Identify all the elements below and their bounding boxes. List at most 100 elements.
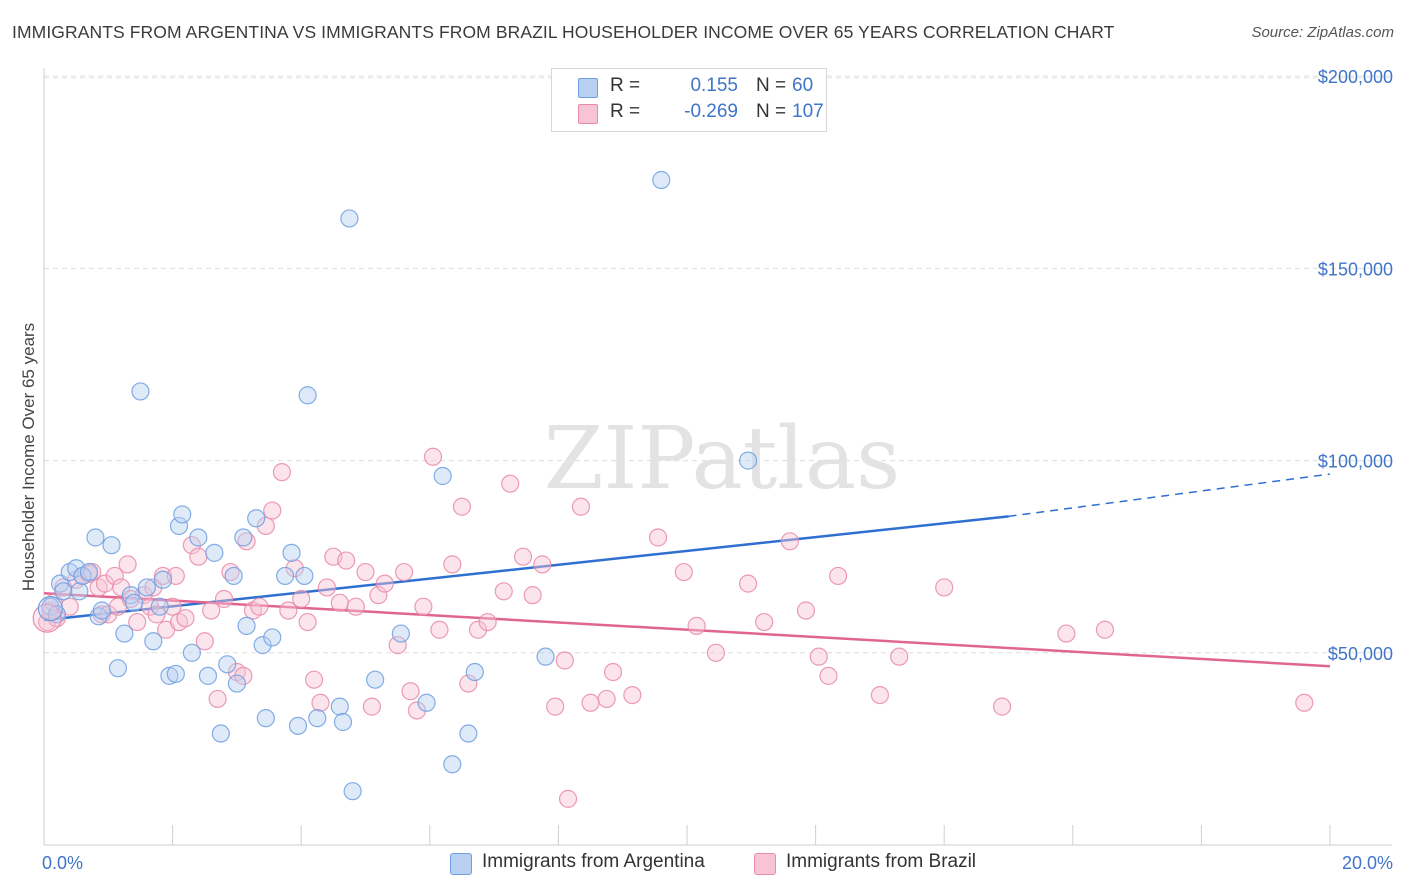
brazil-point	[163, 597, 182, 616]
brazil-point	[829, 566, 848, 586]
chart-title: IMMIGRANTS FROM ARGENTINA VS IMMIGRANTS …	[12, 22, 1115, 42]
trend-lines	[43, 473, 1331, 668]
source-credit: Source: ZipAtlas.com	[1251, 24, 1394, 41]
argentina-point	[340, 209, 359, 228]
brazil-point	[468, 620, 488, 639]
brazil-point	[581, 693, 600, 712]
argentina-point	[247, 509, 266, 528]
watermark: ZIPatlas	[544, 409, 900, 509]
argentina-point	[391, 624, 410, 643]
brazil-point	[292, 589, 311, 609]
brazil-point	[285, 559, 304, 578]
argentina-point	[417, 693, 436, 712]
x-tick-label-min: 0.0%	[42, 853, 83, 873]
brazil-point	[533, 555, 552, 574]
argentina-point	[89, 607, 108, 626]
brazil-point	[279, 601, 298, 620]
argentina-point	[115, 624, 134, 643]
y-axis-label: Householder Income Over 65 years	[19, 323, 38, 591]
brazil-point	[369, 586, 388, 605]
series-swatch-argentina	[450, 853, 472, 875]
argentina-point	[182, 643, 201, 662]
brazil-point	[92, 605, 111, 624]
brazil-point	[571, 497, 591, 516]
brazil-point	[423, 447, 443, 466]
n-label: N =	[756, 101, 787, 122]
brazil-point	[780, 532, 799, 551]
brazil-point	[501, 474, 520, 493]
brazil-point	[687, 616, 706, 635]
argentina-point	[459, 724, 478, 743]
argentina-point	[124, 593, 144, 612]
n-value: 60	[792, 75, 814, 96]
argentina-point	[189, 528, 208, 547]
argentina-trend-extension	[1008, 473, 1331, 518]
argentina-point-cluster	[37, 595, 64, 622]
brazil-point	[819, 666, 838, 685]
brazil-point	[478, 612, 497, 632]
argentina-point	[144, 632, 163, 651]
brazil-point	[153, 566, 173, 586]
argentina-point	[131, 382, 150, 401]
argentina-point	[443, 755, 462, 774]
argentina-point	[276, 566, 295, 586]
argentina-point	[92, 601, 111, 620]
brazil-point	[189, 547, 208, 566]
argentina-point	[738, 451, 758, 470]
argentina-point	[256, 709, 275, 728]
argentina-point	[343, 782, 362, 801]
brazil-point	[513, 547, 533, 566]
brazil-point	[523, 586, 542, 605]
r-value: -0.269	[684, 101, 738, 122]
r-label: R =	[610, 101, 641, 122]
correlation-legend: R = 0.155 N = 60 R = -0.269 N = 107	[551, 68, 827, 132]
brazil-point	[414, 597, 433, 616]
y-tick-label: $100,000	[1318, 452, 1393, 472]
brazil-point	[202, 601, 221, 620]
brazil-point	[890, 647, 909, 666]
argentina-point	[263, 628, 282, 647]
series-label-argentina: Immigrants from Argentina	[482, 851, 705, 872]
n-value: 107	[792, 101, 824, 122]
brazil-point	[935, 578, 954, 597]
brazil-point	[430, 620, 449, 639]
data-points	[32, 170, 1314, 808]
argentina-point	[86, 528, 105, 547]
series-swatch-brazil	[754, 853, 776, 875]
grid-lines	[44, 75, 1392, 654]
brazil-point	[272, 463, 292, 482]
argentina-point	[54, 582, 73, 601]
series-label-brazil: Immigrants from Brazil	[786, 851, 977, 872]
x-tick-label-max: 20.0%	[1342, 853, 1393, 873]
brazil-point	[346, 597, 365, 616]
r-value: 0.155	[690, 75, 738, 96]
brazil-point	[443, 555, 462, 574]
legend-swatch-argentina	[578, 78, 598, 98]
brazil-point	[452, 497, 472, 516]
argentina-trend-line	[43, 515, 1009, 622]
argentina-point	[465, 662, 484, 682]
brazil-point	[706, 643, 726, 662]
argentina-point	[253, 636, 272, 655]
brazil-point	[870, 685, 890, 705]
brazil-point	[992, 697, 1012, 716]
argentina-point	[330, 697, 349, 716]
argentina-point	[237, 616, 256, 635]
brazil-point	[128, 612, 147, 632]
brazil-point	[546, 697, 565, 716]
brazil-point	[738, 574, 758, 593]
argentina-point	[333, 712, 353, 732]
n-label: N =	[756, 75, 787, 96]
brazil-trend-line	[43, 591, 1331, 668]
argentina-point	[652, 170, 671, 190]
argentina-point	[150, 597, 169, 616]
brazil-point	[208, 689, 227, 709]
brazil-point	[250, 597, 269, 616]
y-tick-label: $150,000	[1318, 259, 1393, 279]
brazil-point	[105, 566, 124, 586]
brazil-point	[375, 574, 394, 593]
argentina-point	[227, 674, 246, 693]
argentina-point	[205, 543, 224, 562]
brazil-point	[337, 551, 356, 570]
brazil-point	[407, 701, 427, 720]
